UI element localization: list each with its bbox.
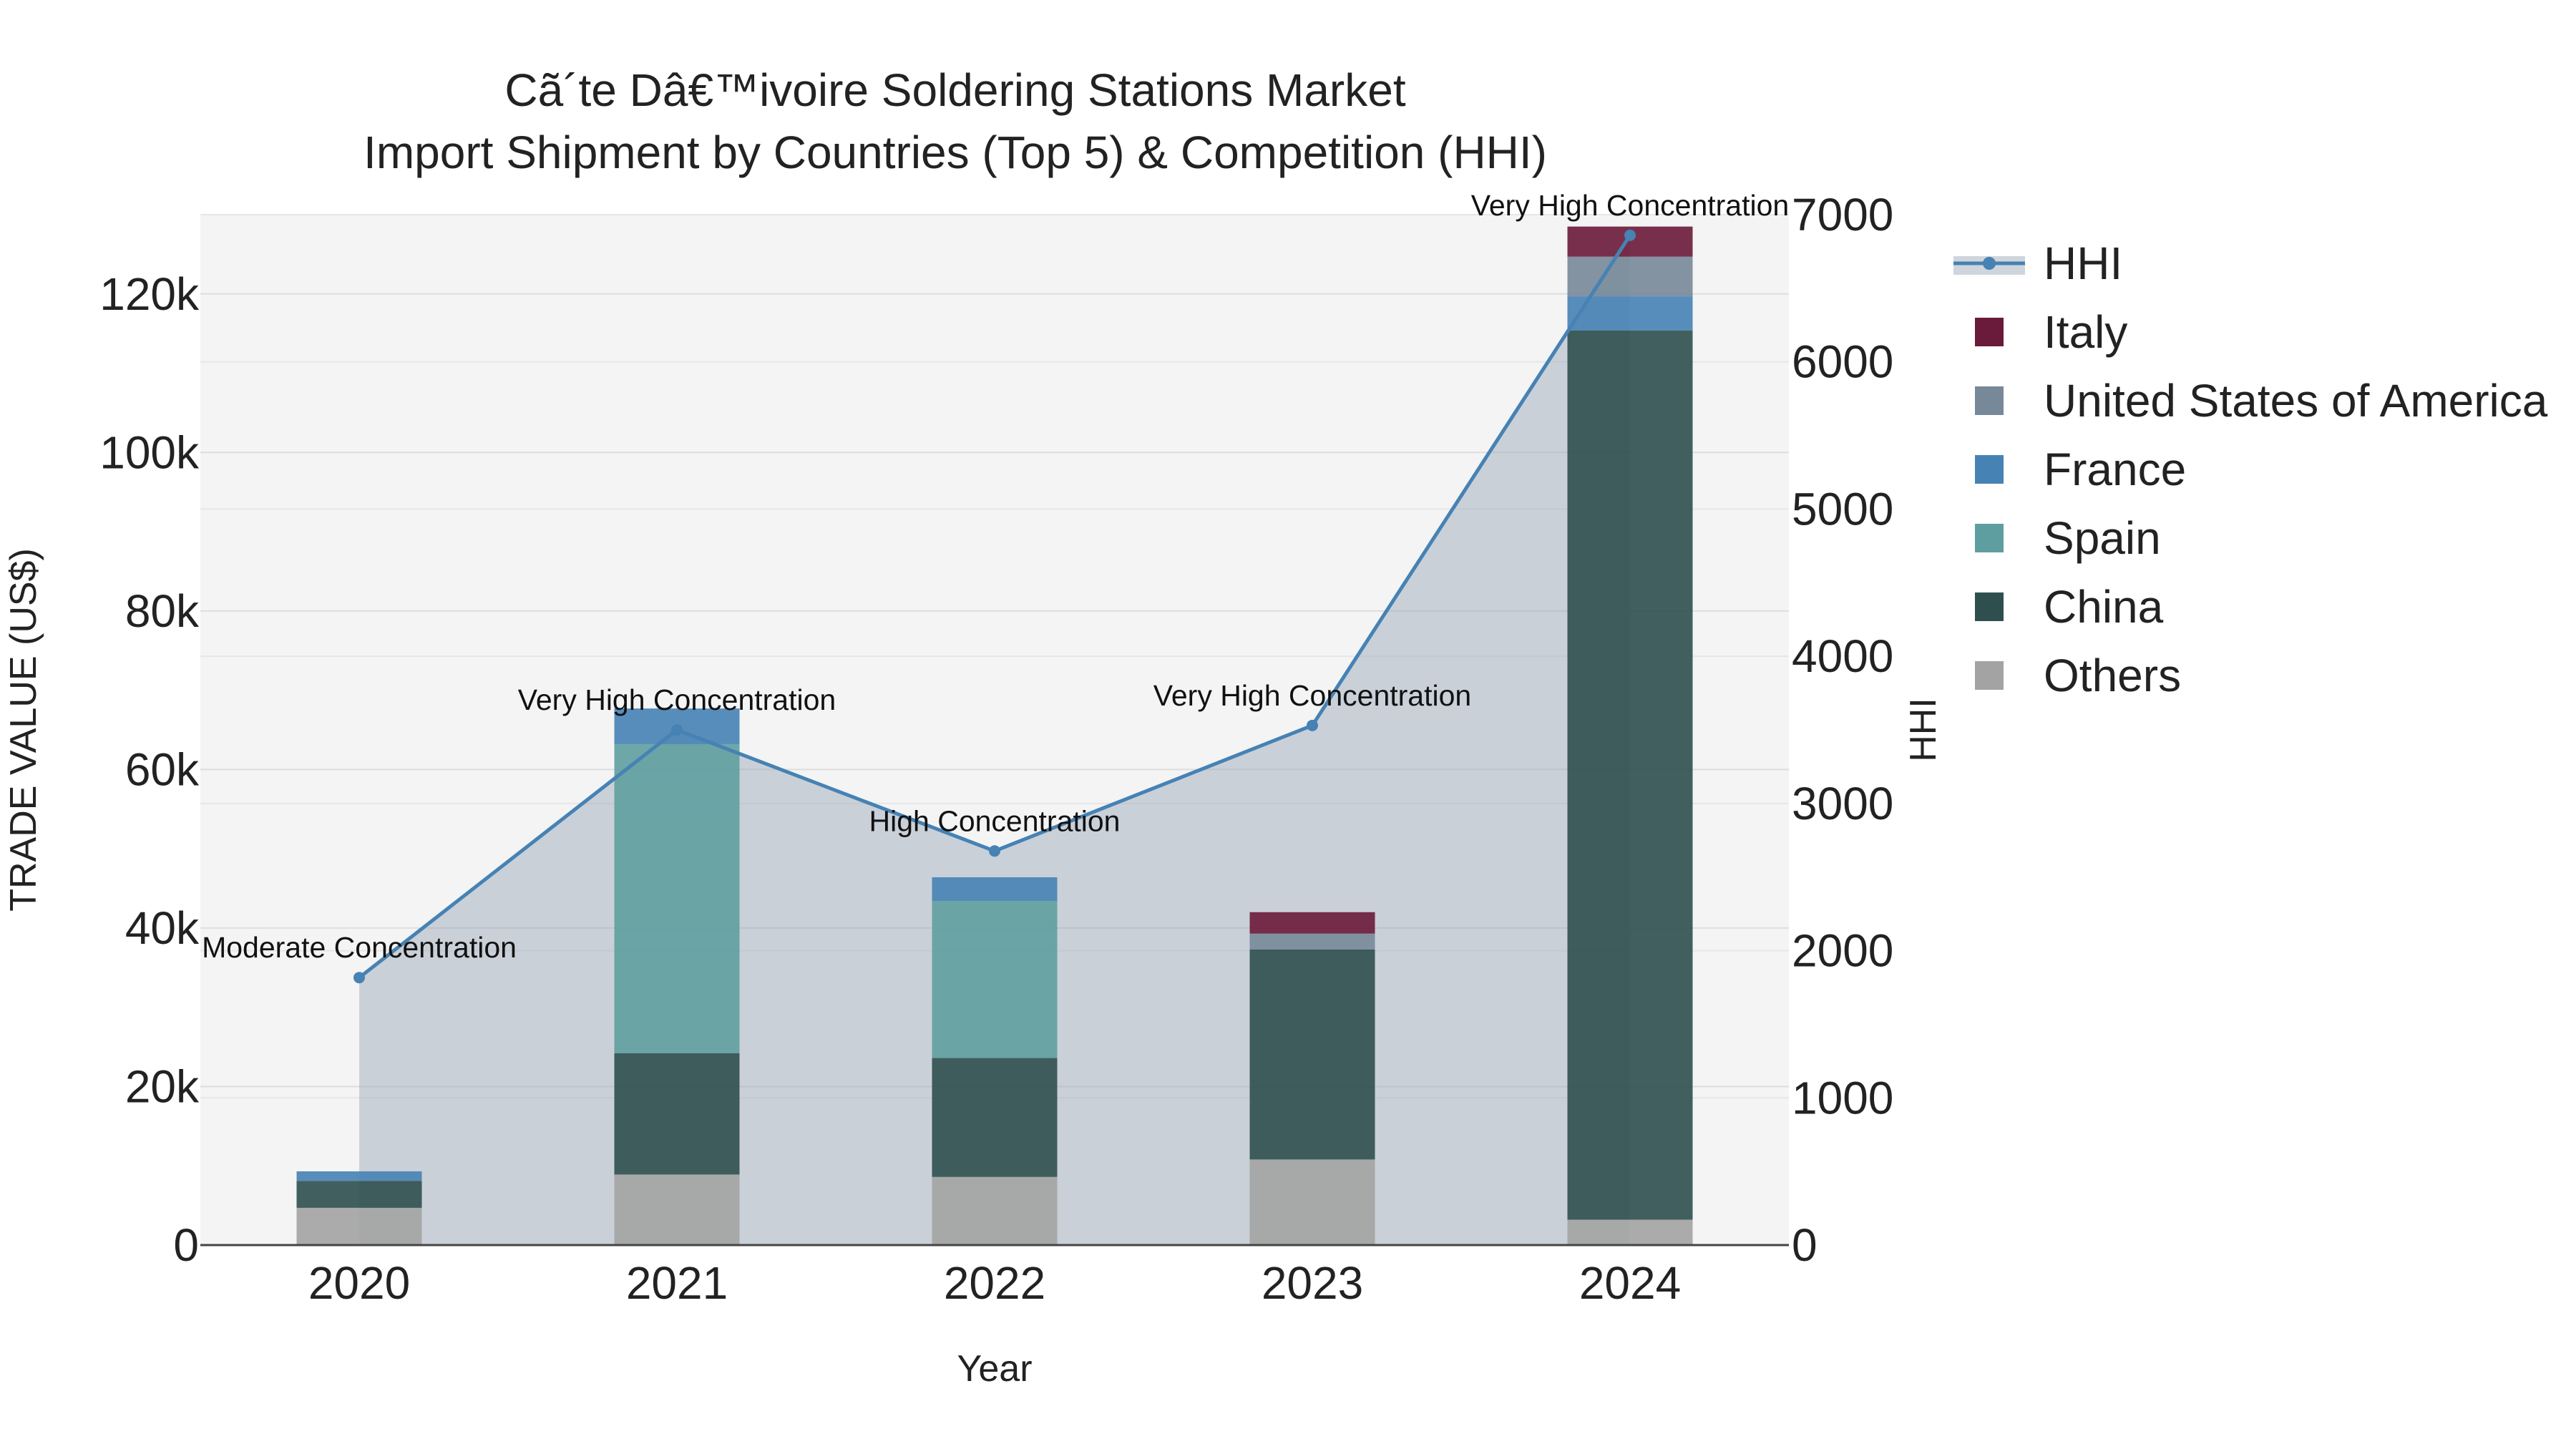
hhi-point-2020 <box>353 972 365 984</box>
legend: HHI Italy United States of America France Sp… <box>1953 238 2548 701</box>
chart-title: Cã´te Dâ€™ivoire Soldering Stations Mark… <box>504 64 1405 116</box>
bar-france-2020 <box>296 1171 422 1181</box>
y-tick-label: 60k <box>125 743 200 795</box>
bar-others-2020 <box>296 1207 422 1245</box>
bar-united-states-of-america-2024 <box>1567 256 1693 297</box>
x-tick-label: 2023 <box>1262 1257 1363 1309</box>
legend-item-italy: Italy <box>1975 306 2127 358</box>
legend-item-spain: Spain <box>1975 512 2161 564</box>
legend-swatch-marker <box>1983 257 1996 270</box>
legend-item-france: France <box>1975 444 2186 495</box>
y-axis-title: TRADE VALUE (US$) <box>3 548 44 912</box>
legend-swatch <box>1975 318 2004 346</box>
legend-item-others: Others <box>1975 650 2181 701</box>
legend-label: Others <box>2044 650 2181 701</box>
hhi-line-layer <box>353 229 1636 984</box>
y2-tick-label: 2000 <box>1792 925 1893 977</box>
y2-axis-title: HHI <box>1903 698 1944 762</box>
legend-item-hhi: HHI <box>1953 238 2122 289</box>
legend-label: Italy <box>2044 306 2127 358</box>
bar-china-2020 <box>296 1181 422 1208</box>
hhi-point-2021 <box>671 724 683 736</box>
hhi-annotation-2021: Very High Concentration <box>518 683 836 716</box>
x-tick-label: 2021 <box>626 1257 728 1309</box>
y2-tick-label: 6000 <box>1792 336 1893 388</box>
hhi-annotations: Moderate Concentration Very High Concentr… <box>202 189 1789 964</box>
y2-tick-label: 3000 <box>1792 778 1893 829</box>
legend-swatch <box>1975 661 2004 690</box>
y-tick-label: 80k <box>125 585 200 637</box>
bars <box>296 226 1693 1245</box>
y-tick-label: 40k <box>125 902 200 954</box>
legend-label: Spain <box>2044 512 2161 564</box>
y2-tick-label: 0 <box>1792 1219 1818 1271</box>
hhi-point-2022 <box>989 845 1000 857</box>
bar-china-2021 <box>614 1053 740 1175</box>
legend-swatch <box>1975 386 2004 415</box>
y2-tick-label: 4000 <box>1792 630 1893 682</box>
bar-italy-2023 <box>1249 912 1375 934</box>
y-tick-label: 20k <box>125 1060 200 1112</box>
y-tick-label: 120k <box>99 268 200 320</box>
x-axis-title: Year <box>957 1348 1032 1390</box>
hhi-annotation-2022: High Concentration <box>869 804 1121 837</box>
y-axis-ticks: 0 20k 40k 60k 80k 100k 120k <box>99 268 200 1271</box>
bar-china-2024 <box>1567 330 1693 1220</box>
hhi-point-2024 <box>1624 229 1636 241</box>
bar-china-2022 <box>932 1058 1058 1177</box>
legend-label: United States of America <box>2044 375 2548 426</box>
legend-label: China <box>2044 581 2164 633</box>
legend-item-china: China <box>1975 581 2164 633</box>
y-tick-label: 0 <box>173 1219 199 1271</box>
legend-label: France <box>2044 444 2186 495</box>
legend-swatch <box>1975 592 2004 621</box>
bar-spain-2022 <box>932 901 1058 1058</box>
x-tick-label: 2024 <box>1579 1257 1681 1309</box>
bar-others-2021 <box>614 1174 740 1245</box>
legend-swatch <box>1975 524 2004 552</box>
y2-tick-label: 5000 <box>1792 483 1893 535</box>
bar-others-2022 <box>932 1176 1058 1245</box>
hhi-annotation-2020: Moderate Concentration <box>202 931 517 964</box>
y2-axis-ticks: 0 1000 2000 3000 4000 5000 6000 7000 <box>1792 189 1893 1271</box>
hhi-annotation-2024: Very High Concentration <box>1471 189 1789 222</box>
legend-item-united-states-of-america: United States of America <box>1975 375 2548 426</box>
bar-china-2023 <box>1249 949 1375 1160</box>
x-tick-label: 2020 <box>308 1257 410 1309</box>
bar-others-2024 <box>1567 1219 1693 1245</box>
y2-tick-label: 1000 <box>1792 1072 1893 1123</box>
legend-swatch <box>1975 455 2004 484</box>
hhi-annotation-2023: Very High Concentration <box>1153 679 1471 712</box>
bar-united-states-of-america-2023 <box>1249 933 1375 950</box>
bar-spain-2021 <box>614 743 740 1053</box>
bar-france-2022 <box>932 877 1058 902</box>
chart-subtitle: Import Shipment by Countries (Top 5) & C… <box>364 127 1547 178</box>
bar-others-2023 <box>1249 1159 1375 1245</box>
x-axis-ticks: 2020 2021 2022 2023 2024 <box>308 1257 1681 1309</box>
y2-tick-label: 7000 <box>1792 189 1893 240</box>
hhi-point-2023 <box>1307 719 1318 731</box>
x-tick-label: 2022 <box>944 1257 1045 1309</box>
y-tick-label: 100k <box>99 426 200 478</box>
legend-label: HHI <box>2044 238 2122 289</box>
